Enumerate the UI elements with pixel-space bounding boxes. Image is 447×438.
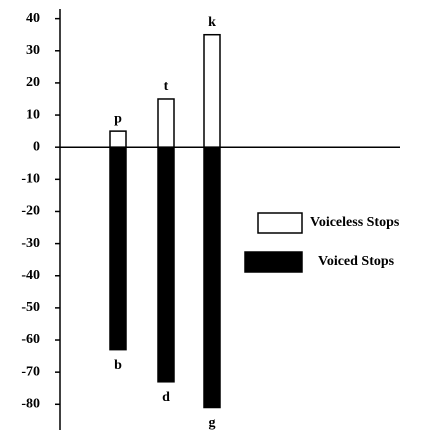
y-tick-label: -70	[21, 364, 40, 379]
y-tick-label: 20	[26, 75, 40, 90]
bar-label: t	[164, 79, 169, 94]
bar	[109, 146, 127, 351]
legend-label: Voiceless Stops	[310, 215, 400, 230]
y-tick-label: -60	[21, 332, 40, 347]
bar-label: p	[114, 111, 122, 126]
legend-swatch	[257, 212, 303, 234]
bar	[203, 146, 221, 409]
y-tick-label: -30	[21, 236, 40, 251]
bar	[157, 98, 175, 148]
y-tick-label: -10	[21, 172, 40, 187]
bar-label: b	[114, 358, 122, 373]
y-tick-label: -40	[21, 268, 40, 283]
legend-swatch	[244, 251, 303, 273]
bar	[203, 33, 221, 148]
bar-label: d	[162, 390, 170, 405]
bar-label: g	[209, 416, 216, 431]
bar	[157, 146, 175, 383]
y-tick-label: -20	[21, 204, 40, 219]
y-tick-label: -50	[21, 300, 40, 315]
y-tick-label: -80	[21, 397, 40, 412]
y-tick-label: 30	[26, 43, 40, 58]
bar	[109, 130, 127, 148]
legend-label: Voiced Stops	[318, 254, 395, 269]
y-tick-label: 40	[26, 11, 40, 26]
y-tick-label: 0	[33, 139, 40, 154]
y-tick-label: 10	[26, 107, 40, 122]
bar-label: k	[208, 15, 216, 30]
